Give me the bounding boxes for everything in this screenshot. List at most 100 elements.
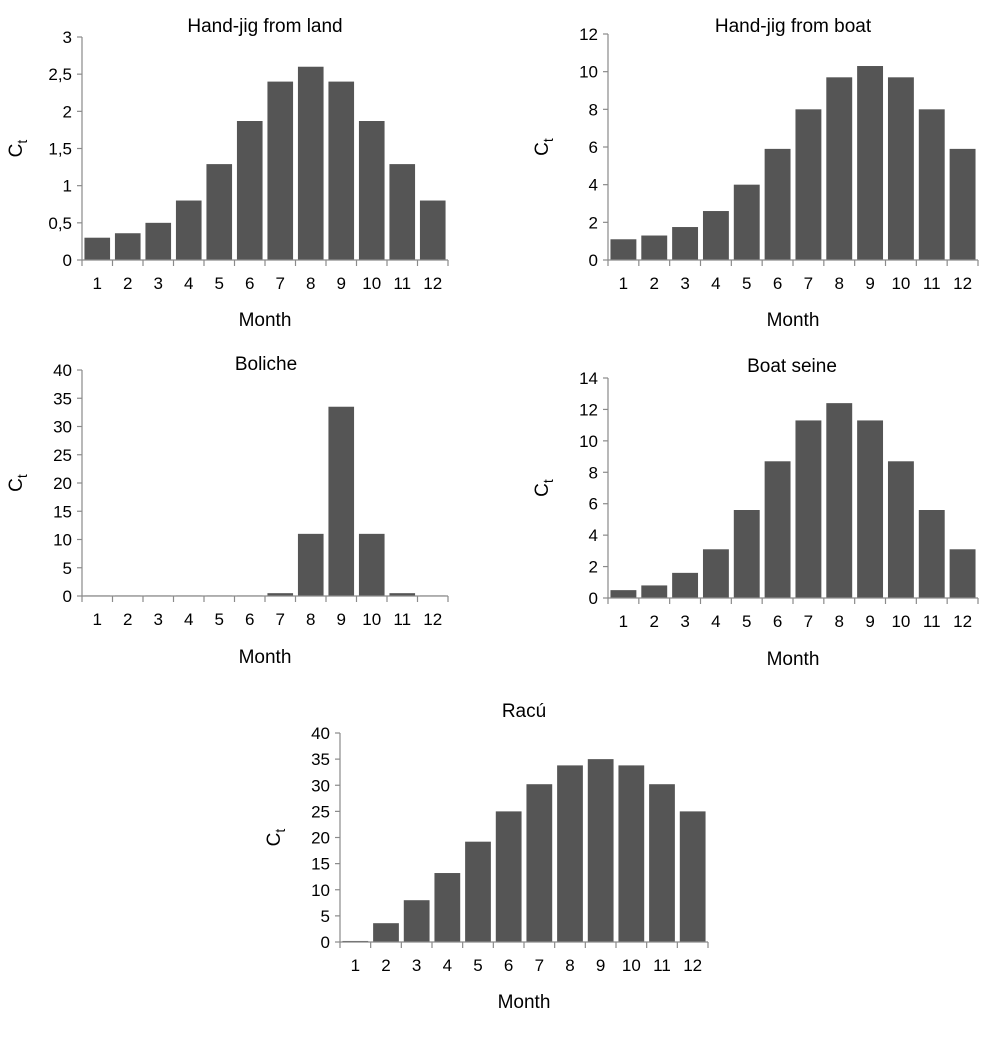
x-tick-label: 5 xyxy=(215,610,224,629)
bar-month-12 xyxy=(949,148,976,260)
bar-month-9 xyxy=(857,420,884,598)
x-axis-label: Month xyxy=(498,992,551,1013)
bar-month-12 xyxy=(419,200,446,260)
x-tick-label: 1 xyxy=(93,274,102,293)
y-tick-label: 12 xyxy=(579,25,598,44)
x-tick-label: 1 xyxy=(351,956,360,975)
y-tick-label: 3 xyxy=(63,28,72,47)
x-tick-label: 11 xyxy=(923,274,941,293)
x-tick-label: 12 xyxy=(953,612,972,631)
x-tick-label: 6 xyxy=(504,956,513,975)
y-tick-label: 25 xyxy=(311,802,330,821)
x-tick-label: 12 xyxy=(683,956,702,975)
bar-month-3 xyxy=(403,900,430,942)
x-tick-label: 5 xyxy=(742,612,751,631)
x-tick-label: 2 xyxy=(123,274,132,293)
x-tick-label: 6 xyxy=(245,274,254,293)
x-tick-label: 1 xyxy=(93,610,102,629)
bar-month-12 xyxy=(679,811,706,943)
y-tick-label: 20 xyxy=(53,474,72,493)
x-tick-label: 2 xyxy=(650,274,659,293)
bar-month-1 xyxy=(610,590,637,598)
x-tick-label: 1 xyxy=(619,274,628,293)
bar-month-7 xyxy=(267,593,294,596)
x-axis-label: Month xyxy=(767,649,820,670)
bar-month-7 xyxy=(526,784,553,942)
y-tick-label: 8 xyxy=(589,463,598,482)
chart-title: Hand-jig from land xyxy=(187,16,342,37)
bar-month-6 xyxy=(236,121,263,260)
y-tick-label: 30 xyxy=(311,776,330,795)
x-tick-label: 4 xyxy=(443,956,452,975)
bar-month-1 xyxy=(610,239,637,260)
y-tick-label: 15 xyxy=(311,855,330,874)
bar-month-4 xyxy=(702,211,729,260)
x-axis-label: Month xyxy=(239,310,292,331)
chart-title: Boliche xyxy=(235,354,297,375)
x-tick-label: 9 xyxy=(865,612,874,631)
bar-month-5 xyxy=(733,510,760,598)
y-tick-label: 0,5 xyxy=(48,214,72,233)
bar-month-2 xyxy=(641,235,668,260)
x-tick-label: 8 xyxy=(306,610,315,629)
x-tick-label: 11 xyxy=(653,956,671,975)
y-tick-label: 15 xyxy=(53,502,72,521)
y-tick-label: 12 xyxy=(579,400,598,419)
x-tick-label: 8 xyxy=(835,612,844,631)
x-tick-label: 7 xyxy=(535,956,544,975)
bar-month-4 xyxy=(175,200,202,260)
bar-month-10 xyxy=(887,461,914,598)
x-tick-label: 5 xyxy=(742,274,751,293)
y-tick-label: 6 xyxy=(589,138,598,157)
x-tick-label: 4 xyxy=(184,610,193,629)
x-tick-label: 2 xyxy=(381,956,390,975)
bar-month-1 xyxy=(84,237,111,260)
y-tick-label: 14 xyxy=(579,369,598,388)
x-tick-label: 10 xyxy=(362,274,381,293)
x-tick-label: 12 xyxy=(423,274,442,293)
x-tick-label: 5 xyxy=(215,274,224,293)
y-tick-label: 0 xyxy=(589,589,598,608)
bar-month-2 xyxy=(373,923,399,942)
x-tick-label: 8 xyxy=(306,274,315,293)
y-tick-label: 10 xyxy=(579,432,598,451)
y-tick-label: 1,5 xyxy=(48,140,72,159)
x-tick-label: 10 xyxy=(891,274,910,293)
x-tick-label: 7 xyxy=(804,274,813,293)
bar-month-10 xyxy=(358,121,385,260)
bar-month-7 xyxy=(795,109,822,260)
y-tick-label: 2 xyxy=(589,213,598,232)
x-tick-label: 8 xyxy=(565,956,574,975)
bar-month-6 xyxy=(764,148,791,260)
x-tick-label: 7 xyxy=(276,274,285,293)
bar-month-5 xyxy=(206,164,233,260)
bar-month-9 xyxy=(587,759,614,943)
x-tick-label: 9 xyxy=(596,956,605,975)
y-tick-label: 5 xyxy=(63,559,72,578)
x-tick-label: 3 xyxy=(154,610,163,629)
y-tick-label: 0 xyxy=(63,587,72,606)
x-tick-label: 5 xyxy=(473,956,482,975)
bar-month-7 xyxy=(267,81,294,260)
bar-month-9 xyxy=(328,81,355,260)
x-tick-label: 4 xyxy=(711,612,720,631)
bar-month-6 xyxy=(495,811,522,943)
bar-month-3 xyxy=(672,227,699,260)
x-tick-label: 3 xyxy=(680,612,689,631)
y-tick-label: 40 xyxy=(311,724,330,743)
bar-month-7 xyxy=(795,420,822,598)
y-tick-label: 0 xyxy=(321,933,330,952)
x-tick-label: 3 xyxy=(412,956,421,975)
bar-month-8 xyxy=(297,533,324,596)
x-axis-label: Month xyxy=(239,647,292,668)
x-tick-label: 2 xyxy=(650,612,659,631)
y-tick-label: 25 xyxy=(53,446,72,465)
y-tick-label: 30 xyxy=(53,418,72,437)
x-tick-label: 10 xyxy=(891,612,910,631)
x-axis-label: Month xyxy=(767,310,820,331)
bar-month-4 xyxy=(434,873,461,942)
y-axis-label: Ct xyxy=(264,829,288,847)
